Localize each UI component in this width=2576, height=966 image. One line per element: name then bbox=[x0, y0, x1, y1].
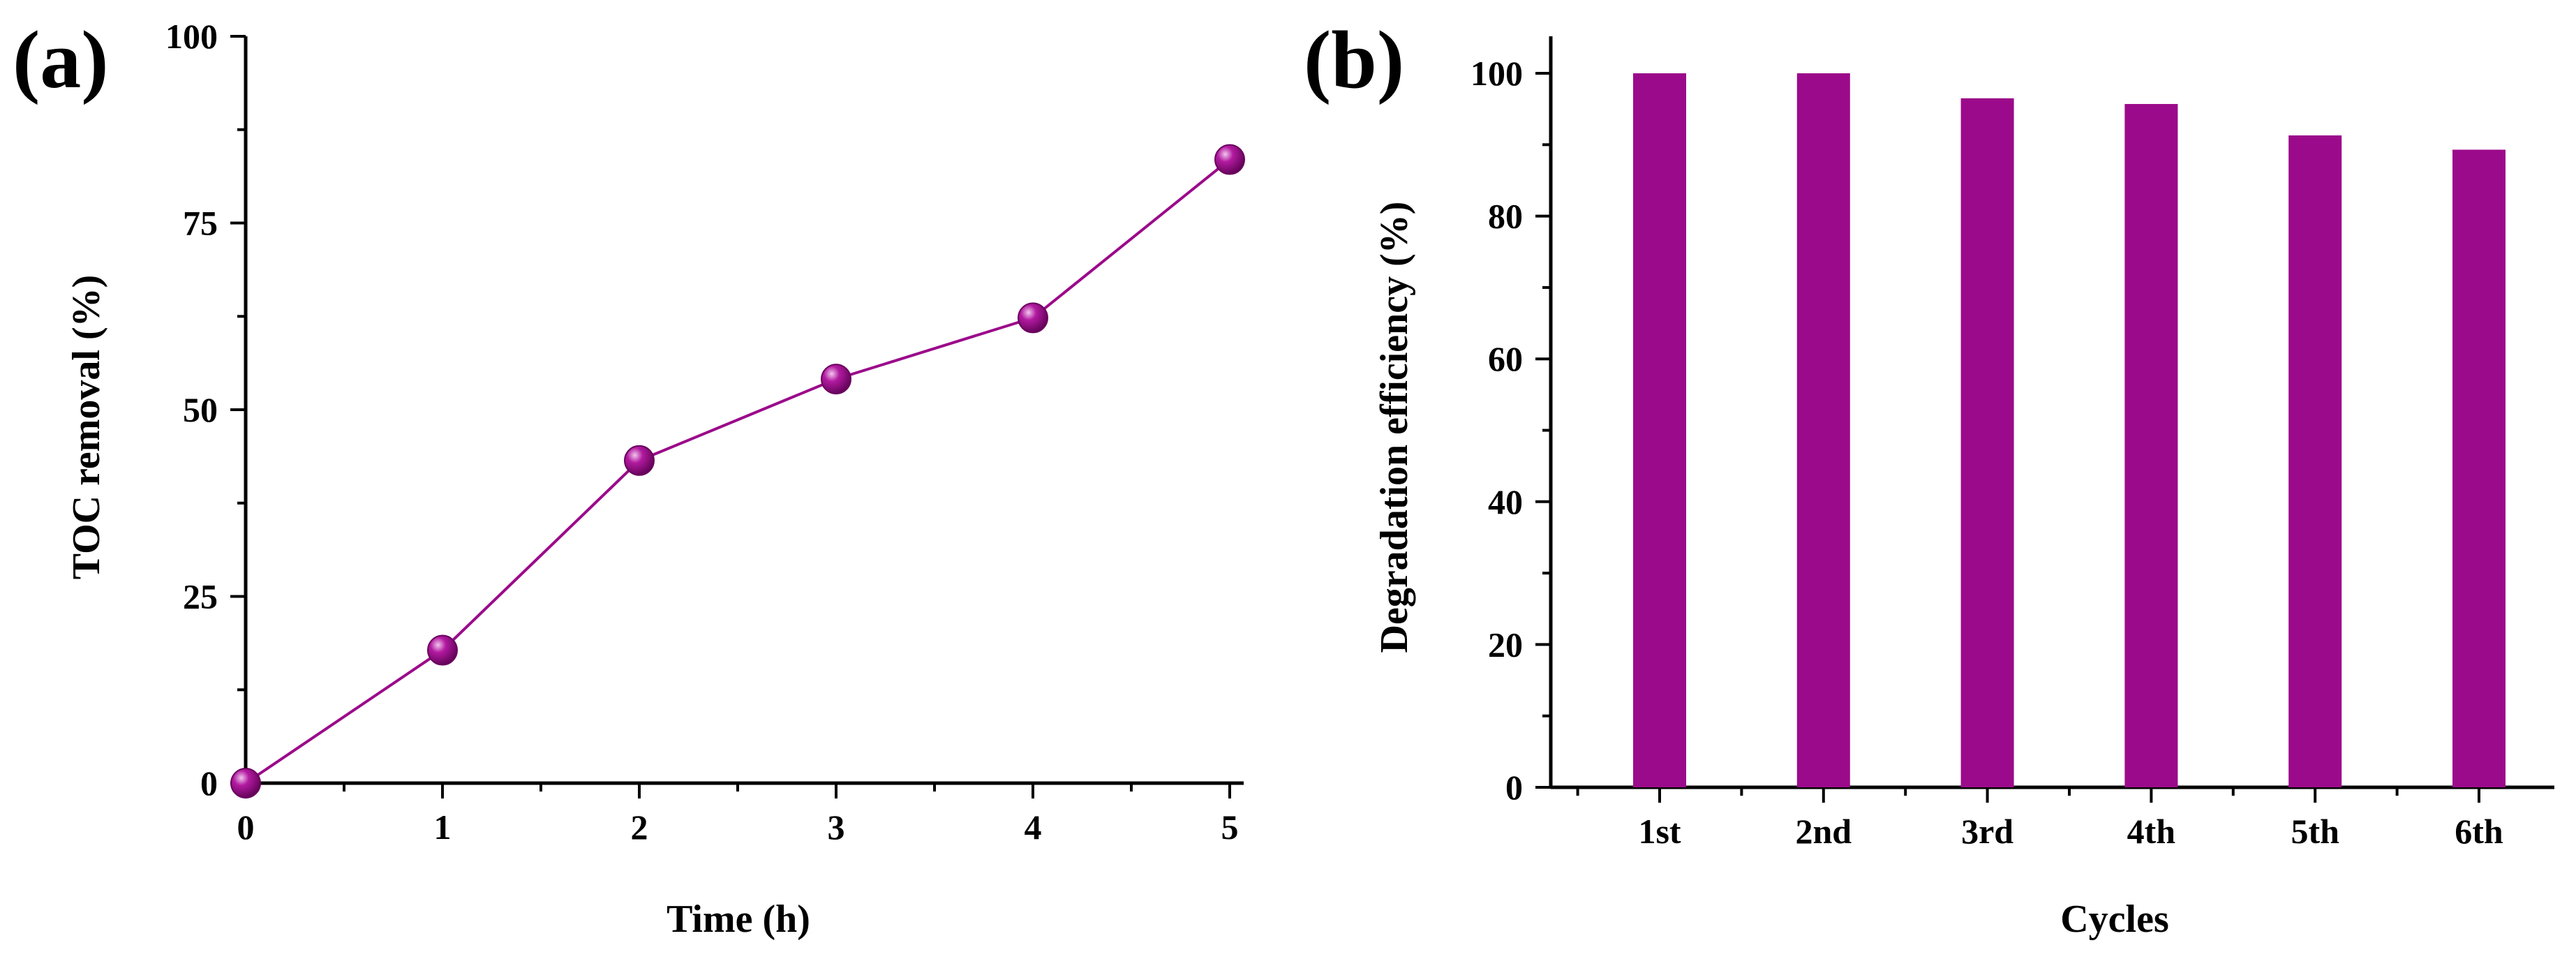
panel-b-x-tick-label: 5th bbox=[2291, 812, 2339, 851]
panel-a-x-tick-label: 0 bbox=[237, 808, 255, 847]
panel-a-data-point bbox=[427, 634, 458, 666]
panel-a-x-tick-label: 5 bbox=[1221, 808, 1239, 847]
panel-a-y-tick-label: 25 bbox=[183, 577, 218, 616]
panel-b-degradation-efficiency-chart: (b) Cycles Degradation efficiency (%) 0 2… bbox=[1304, 14, 2554, 941]
panel-a-x-tick-label: 1 bbox=[434, 808, 452, 847]
panel-b-bar bbox=[1796, 73, 1850, 787]
panel-b-y-tick-label: 80 bbox=[1488, 197, 1523, 236]
panel-b-y-tick-label: 0 bbox=[1505, 768, 1523, 807]
panel-b-y-axis-title: Degradation efficiency (%) bbox=[1373, 202, 1416, 653]
panel-b-bar bbox=[2124, 103, 2178, 787]
panel-a-data-point bbox=[1018, 302, 1048, 334]
panel-a-data-point bbox=[821, 364, 851, 395]
panel-a-y-tick-label: 50 bbox=[183, 390, 218, 429]
panel-b-x-axis-title: Cycles bbox=[2060, 898, 2169, 941]
panel-b-x-tick-label: 1st bbox=[1638, 812, 1681, 851]
panel-a-y-axis-title: TOC removal (%) bbox=[65, 275, 108, 580]
panel-a-data-point bbox=[230, 768, 261, 798]
panel-b-y-tick-label: 100 bbox=[1471, 54, 1523, 93]
panel-b-x-tick-label: 6th bbox=[2455, 812, 2503, 851]
panel-a-x-axis-title: Time (h) bbox=[667, 898, 810, 941]
panel-b-bar bbox=[2288, 135, 2342, 788]
panel-b-y-tick-label: 20 bbox=[1488, 625, 1523, 664]
panel-b-y-tick-label: 40 bbox=[1488, 482, 1523, 521]
panel-a-x-tick-label: 2 bbox=[631, 808, 648, 847]
panel-b-label: (b) bbox=[1304, 14, 1404, 105]
panel-a-x-tick-label: 4 bbox=[1025, 808, 1042, 847]
panel-b-bar bbox=[1633, 73, 1686, 787]
panel-a-toc-removal-chart: (a) Time (h) TOC removal (%) 0255075100 … bbox=[13, 14, 1245, 941]
panel-b-bar bbox=[1960, 98, 2014, 787]
panel-a-label: (a) bbox=[13, 14, 109, 105]
panel-a-series-line bbox=[244, 158, 1231, 785]
panel-b-y-tick-label: 60 bbox=[1488, 339, 1523, 378]
panel-b-x-tick-label: 2nd bbox=[1795, 812, 1852, 851]
panel-a-data-point bbox=[1214, 144, 1245, 175]
panel-a-y-tick-label: 75 bbox=[183, 204, 218, 243]
panel-a-y-tick-label: 0 bbox=[200, 764, 218, 803]
panel-b-x-tick-label: 3rd bbox=[1961, 812, 2013, 851]
panel-a-y-tick-label: 100 bbox=[165, 17, 218, 56]
panel-a-data-point bbox=[624, 445, 655, 476]
panel-a-x-tick-label: 3 bbox=[828, 808, 845, 847]
panel-b-x-tick-label: 4th bbox=[2127, 812, 2176, 851]
panel-b-bar bbox=[2452, 149, 2506, 787]
